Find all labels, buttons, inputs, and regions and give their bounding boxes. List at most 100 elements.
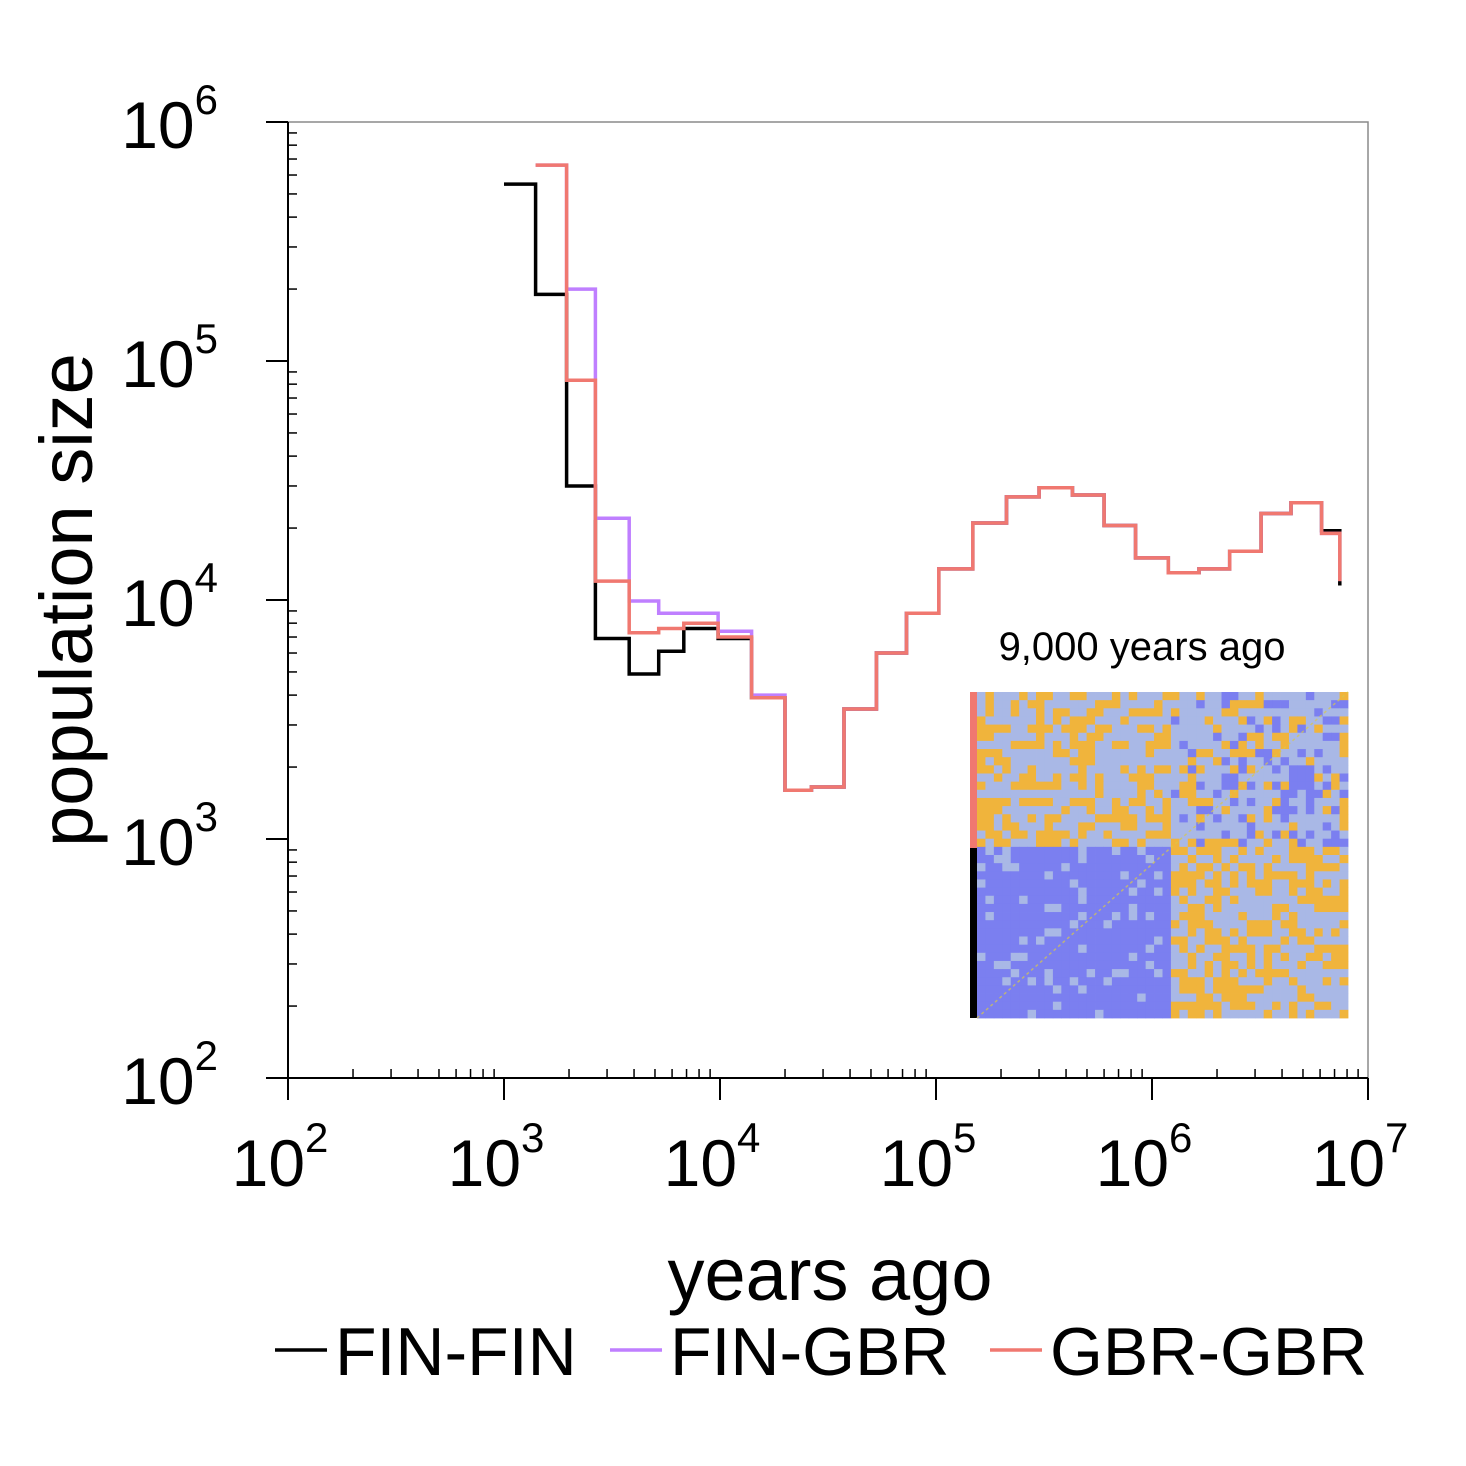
heatmap-cell [1019,830,1028,840]
heatmap-cell [1221,969,1231,978]
heatmap-cell [1103,1001,1113,1011]
heatmap-cell [1086,822,1096,831]
heatmap-cell [1322,895,1332,905]
heatmap-cell [1322,903,1332,913]
heatmap-cell [1170,944,1180,954]
heatmap-cell [1314,903,1324,913]
heatmap-cell [1255,822,1265,831]
heatmap-cell [1019,944,1028,954]
heatmap-cell [1078,960,1088,970]
heatmap-cell [1137,765,1147,774]
heatmap-cell [1288,977,1298,986]
heatmap-cell [985,960,995,970]
heatmap-cell [1229,887,1239,897]
heatmap-cell [1052,887,1062,897]
heatmap-cell [1187,773,1197,783]
heatmap-cell [1052,944,1062,954]
heatmap-cell [1179,895,1189,905]
heatmap-cell [993,944,1003,954]
heatmap-cell [1086,830,1096,840]
heatmap-cell [1019,920,1028,929]
heatmap-cell [1221,871,1231,880]
heatmap-cell [1162,724,1172,734]
heatmap-cell [1272,936,1281,946]
heatmap-cell [1027,716,1037,725]
heatmap-cell [1339,806,1349,815]
heatmap-cell [1111,773,1121,783]
heatmap-cell [985,716,995,725]
heatmap-cell [1288,773,1298,783]
heatmap-cell [1263,912,1273,921]
heatmap-cell [1061,830,1071,840]
heatmap-cell [1213,700,1222,709]
heatmap-cell [1331,960,1340,970]
heatmap-cell [1204,887,1214,897]
heatmap-cell [977,838,986,848]
heatmap-cell [1187,740,1197,750]
heatmap-cell [1010,960,1020,970]
heatmap-cell [1137,928,1147,937]
heatmap-cell [1019,781,1028,791]
heatmap-cell [1246,765,1256,774]
heatmap-cell [1095,765,1104,774]
heatmap-cell [1229,952,1239,962]
heatmap-cell [1196,814,1206,823]
heatmap-cell [1036,1001,1045,1011]
heatmap-cell [1246,708,1256,717]
heatmap-cell [1170,936,1180,946]
heatmap-cell [1154,781,1163,791]
heatmap-cell [985,1001,995,1011]
heatmap-cell [977,969,986,978]
heatmap-cell [1154,716,1163,725]
heatmap-cell [1061,985,1071,994]
heatmap-cell [1095,724,1104,734]
heatmap-cell [1179,903,1189,913]
heatmap-cell [1002,887,1012,897]
heatmap-cell [1246,928,1256,937]
heatmap-cell [1196,887,1206,897]
heatmap-cell [1229,871,1239,880]
heatmap-cell [1036,993,1045,1003]
heatmap-cell [1305,732,1315,742]
heatmap-cell [1137,830,1147,840]
heatmap-cell [977,944,986,954]
heatmap-cell [1187,781,1197,791]
heatmap-cell [1036,985,1045,994]
heatmap-cell [1331,895,1340,905]
heatmap-cell [1213,944,1222,954]
heatmap-cell [1263,757,1273,766]
heatmap-cell [1246,757,1256,766]
heatmap-cell [1213,789,1222,799]
heatmap-cell [1280,993,1290,1003]
heatmap-cell [1145,749,1155,758]
heatmap-cell [1288,846,1298,856]
heatmap-cell [1044,814,1054,823]
heatmap-cell [1061,871,1071,880]
heatmap-cell [1221,985,1231,994]
heatmap-cell [993,781,1003,791]
heatmap-cell [1044,863,1054,872]
heatmap-cell [977,806,986,815]
heatmap-cell [1196,846,1206,856]
heatmap-cell [1111,985,1121,994]
heatmap-cell [1044,781,1054,791]
heatmap-cell [1095,846,1104,856]
heatmap-cell [1154,773,1163,783]
heatmap-cell [1145,936,1155,946]
heatmap-cell [1263,806,1273,815]
heatmap-cell [1120,757,1130,766]
heatmap-cell [1010,879,1020,888]
heatmap-cell [1128,822,1138,831]
heatmap-cell [1170,724,1180,734]
heatmap-cell [1061,863,1071,872]
heatmap-cell [1339,1001,1349,1011]
heatmap-cell [1036,765,1045,774]
heatmap-cell [1179,838,1189,848]
heatmap-cell [1179,944,1189,954]
heatmap-cell [1002,1009,1012,1019]
heatmap-cell [1162,814,1172,823]
heatmap-cell [1086,1001,1096,1011]
heatmap-cell [1187,757,1197,766]
heatmap-cell [1187,1009,1197,1019]
heatmap-cell [1145,724,1155,734]
